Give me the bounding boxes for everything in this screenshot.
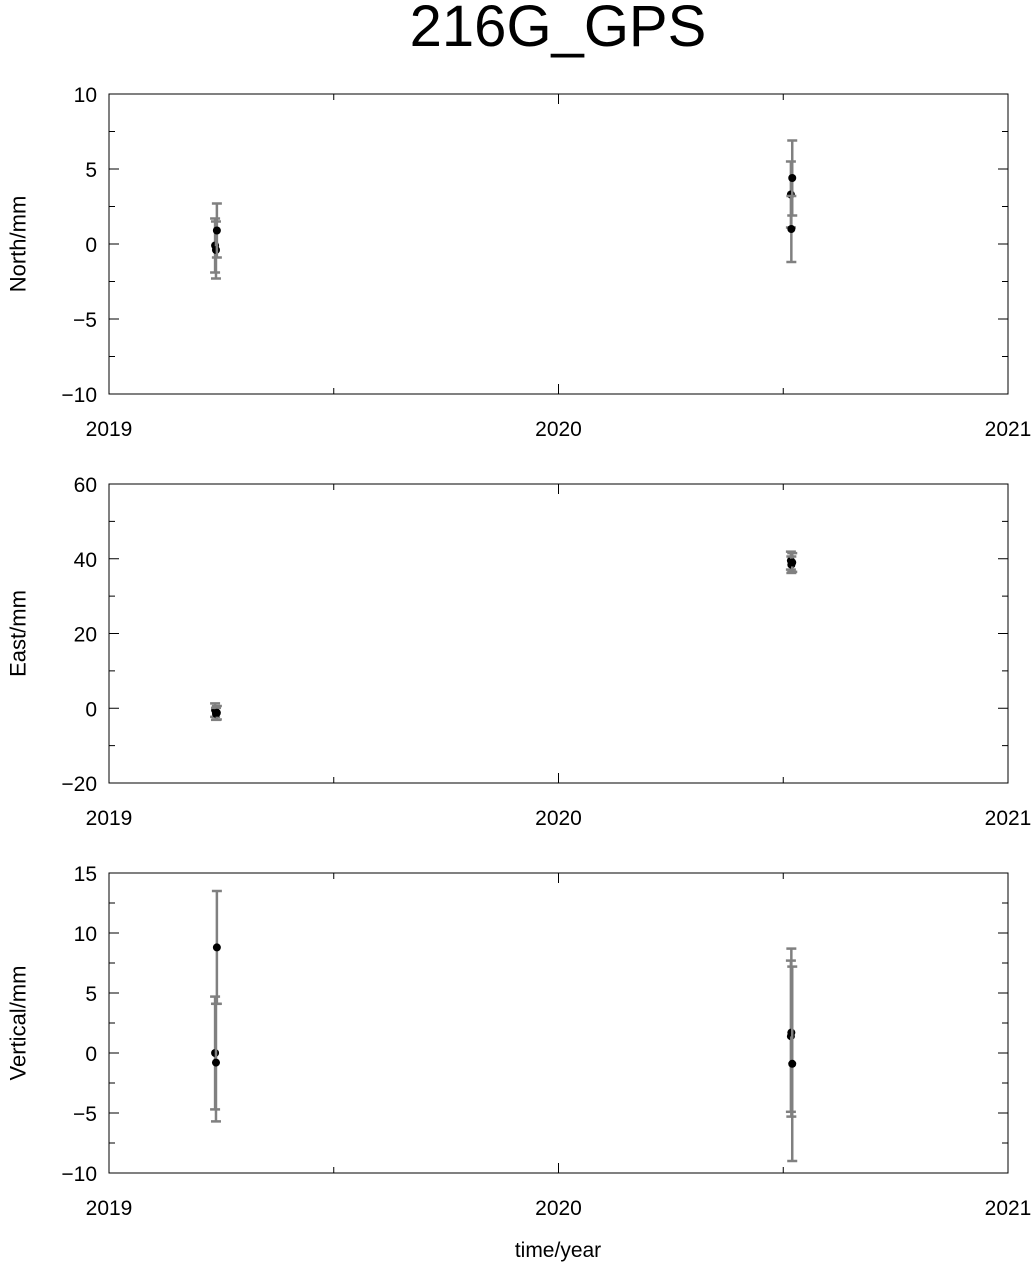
y-tick-label: 20 [74,624,97,647]
x-tick-label: 2020 [535,1197,582,1220]
x-tick-label: 2019 [86,1197,133,1220]
y-tick-label: −10 [61,1163,97,1186]
panel-1: 60 40 20 0 −20 2019 2020 2021 East/mm [6,474,1032,830]
x-tick-label: 2020 [535,418,582,441]
data-marker [787,225,796,233]
y-axis-label: East/mm [6,590,31,677]
data-point [211,889,222,1006]
y-tick-label: 0 [85,1043,97,1066]
y-axis-label: Vertical/mm [6,966,31,1081]
data-marker [788,558,797,567]
y-tick-label: 60 [74,474,97,497]
plot-frame [108,483,1009,784]
y-tick-label: −5 [73,1103,97,1126]
panels: 10 5 0 −5 −10 2019 2020 2021 North/mm 60 40 20 0 −20 2… [6,84,1032,1220]
data-marker [211,1058,220,1067]
y-tick-label: 40 [74,549,97,572]
data-point [211,704,222,721]
data-marker [212,943,221,952]
data-point [787,551,798,574]
y-tick-label: −10 [61,384,97,407]
data-point [210,1002,221,1123]
x-tick-label: 2019 [86,807,133,830]
y-tick-label: 10 [74,84,97,107]
y-tick-label: 0 [85,698,97,721]
data-point [787,965,798,1163]
x-axis-label: time/year [515,1239,601,1262]
data-marker [788,174,797,182]
x-tick-label: 2020 [535,807,582,830]
plot-frame [108,93,1009,395]
data-point [211,202,222,259]
panel-0: 10 5 0 −5 −10 2019 2020 2021 North/mm [6,84,1032,441]
y-tick-label: 0 [85,234,97,257]
y-tick-label: −20 [61,773,97,796]
data-point [787,139,798,217]
data-marker [212,226,221,235]
y-tick-label: 10 [74,923,97,946]
plot-frame [108,872,1009,1174]
y-tick-label: −5 [73,309,97,332]
x-tick-label: 2019 [86,418,133,441]
data-marker [212,708,221,717]
x-tick-label: 2021 [985,418,1032,441]
y-tick-label: 15 [74,863,97,886]
panel-2: 15 10 5 0 −5 −10 2019 2020 2021 Vertical/mm [6,863,1032,1220]
x-tick-label: 2021 [985,1197,1032,1220]
y-axis-label: North/mm [6,196,31,293]
y-tick-label: 5 [85,983,97,1006]
data-marker [788,1059,797,1068]
chart-title: 216G_GPS [410,0,707,59]
x-tick-label: 2021 [985,807,1032,830]
y-tick-label: 5 [85,159,97,182]
